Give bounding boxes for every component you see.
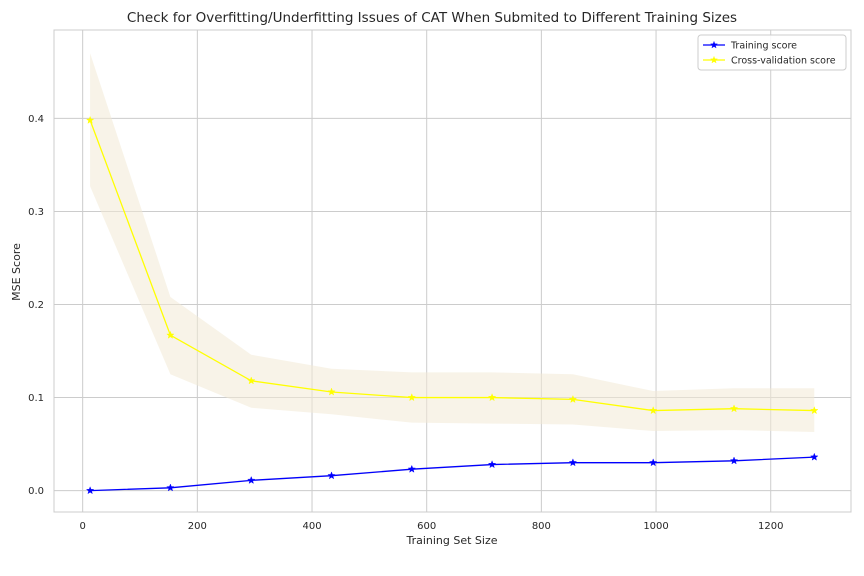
data-point-series-1 (166, 483, 175, 492)
data-point-series-1 (85, 486, 95, 495)
data-point-series-2 (247, 376, 256, 385)
x-tick-label: 0 (79, 521, 85, 532)
x-tick-label: 1000 (643, 521, 668, 532)
data-point-series-2 (649, 406, 658, 415)
legend-swatch-marker (710, 40, 718, 49)
series-markers (85, 115, 819, 495)
x-tick-label: 200 (188, 521, 207, 532)
legend-swatch-marker (710, 55, 718, 64)
chart-title: Check for Overfitting/Underfitting Issue… (127, 10, 737, 26)
confidence-band-series-2 (90, 53, 815, 432)
series-lines (89, 120, 815, 492)
y-tick-labels: 0.0 0.1 0.2 0.3 0.4 (28, 114, 44, 497)
data-point-series-2 (487, 393, 497, 402)
x-tick-labels: 0 200 400 600 800 1000 1200 (79, 521, 783, 532)
y-tick-label: 0.0 (28, 486, 44, 497)
data-point-series-1 (810, 452, 819, 461)
y-tick-label: 0.1 (28, 393, 44, 404)
data-point-series-2 (568, 395, 578, 403)
data-point-series-1 (327, 471, 336, 480)
x-tick-label: 600 (417, 521, 436, 532)
data-point-series-1 (649, 458, 658, 467)
data-point-series-1 (247, 475, 256, 484)
y-tick-label: 0.2 (28, 300, 44, 311)
y-tick-label: 0.4 (28, 114, 44, 125)
data-point-series-2 (166, 330, 175, 339)
data-point-series-2 (729, 404, 739, 413)
x-tick-label: 1200 (758, 521, 783, 532)
series-line-2 (89, 120, 815, 412)
data-point-series-2 (407, 393, 416, 402)
confidence-bands (90, 53, 815, 491)
data-point-series-1 (487, 460, 497, 469)
data-point-series-1 (407, 464, 416, 473)
series-line-1 (90, 456, 815, 492)
y-axis-label: MSE Score (10, 243, 23, 301)
data-point-series-1 (568, 458, 578, 467)
legend-label: Cross-validation score (731, 56, 836, 67)
legend-box (697, 34, 847, 71)
data-point-series-2 (85, 115, 95, 124)
plot-frame (53, 29, 852, 513)
x-tick-label: 800 (532, 521, 551, 532)
grid (54, 30, 851, 512)
legend: Training score Cross-validation score (697, 34, 847, 71)
x-axis-label: Training Set Size (405, 534, 497, 547)
y-tick-label: 0.3 (28, 207, 44, 218)
data-point-series-2 (327, 387, 336, 396)
data-point-series-2 (810, 406, 819, 415)
confidence-band-series-1 (90, 456, 815, 491)
legend-label: Training score (730, 41, 797, 52)
x-tick-label: 400 (302, 521, 321, 532)
data-point-series-1 (729, 456, 739, 465)
